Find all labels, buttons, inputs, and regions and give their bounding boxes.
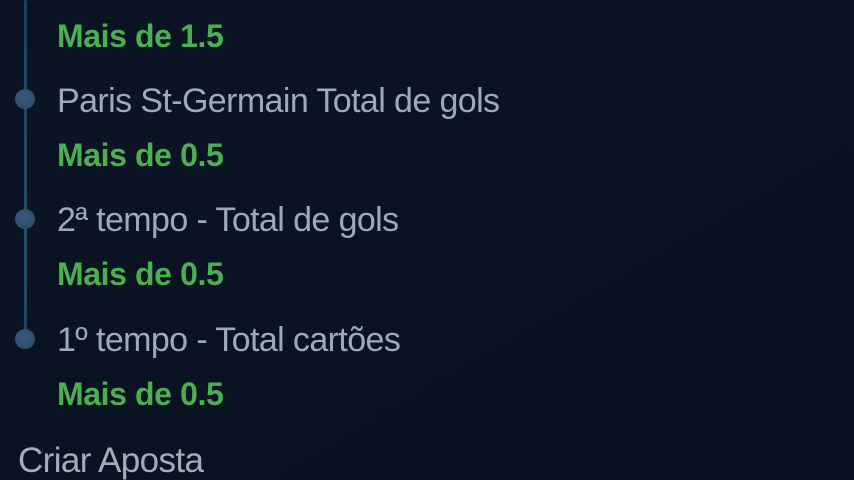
bet-selection: Mais de 0.5 xyxy=(57,376,224,412)
bet-selection: Mais de 1.5 xyxy=(57,18,224,54)
bet-selection: Mais de 0.5 xyxy=(57,256,224,292)
timeline-dot xyxy=(15,329,35,349)
bet-leg[interactable]: Paris St-Germain Total de gols Mais de 0… xyxy=(57,84,834,172)
bet-leg[interactable]: 1º tempo - Total cartões Mais de 0.5 xyxy=(57,323,834,411)
criar-aposta-button[interactable]: Criar Aposta xyxy=(18,441,204,480)
bet-leg[interactable]: 2ª tempo - Total de gols Mais de 0.5 xyxy=(57,203,834,291)
timeline-line xyxy=(24,0,27,340)
timeline-dot xyxy=(15,89,35,109)
timeline-dot xyxy=(15,209,35,229)
bet-market: 2ª tempo - Total de gols xyxy=(57,201,399,239)
bet-leg[interactable]: Mais de 1.5 xyxy=(57,20,834,53)
bet-market: 1º tempo - Total cartões xyxy=(57,321,401,359)
bet-selection: Mais de 0.5 xyxy=(57,137,224,173)
bet-market: Paris St-Germain Total de gols xyxy=(57,82,500,120)
